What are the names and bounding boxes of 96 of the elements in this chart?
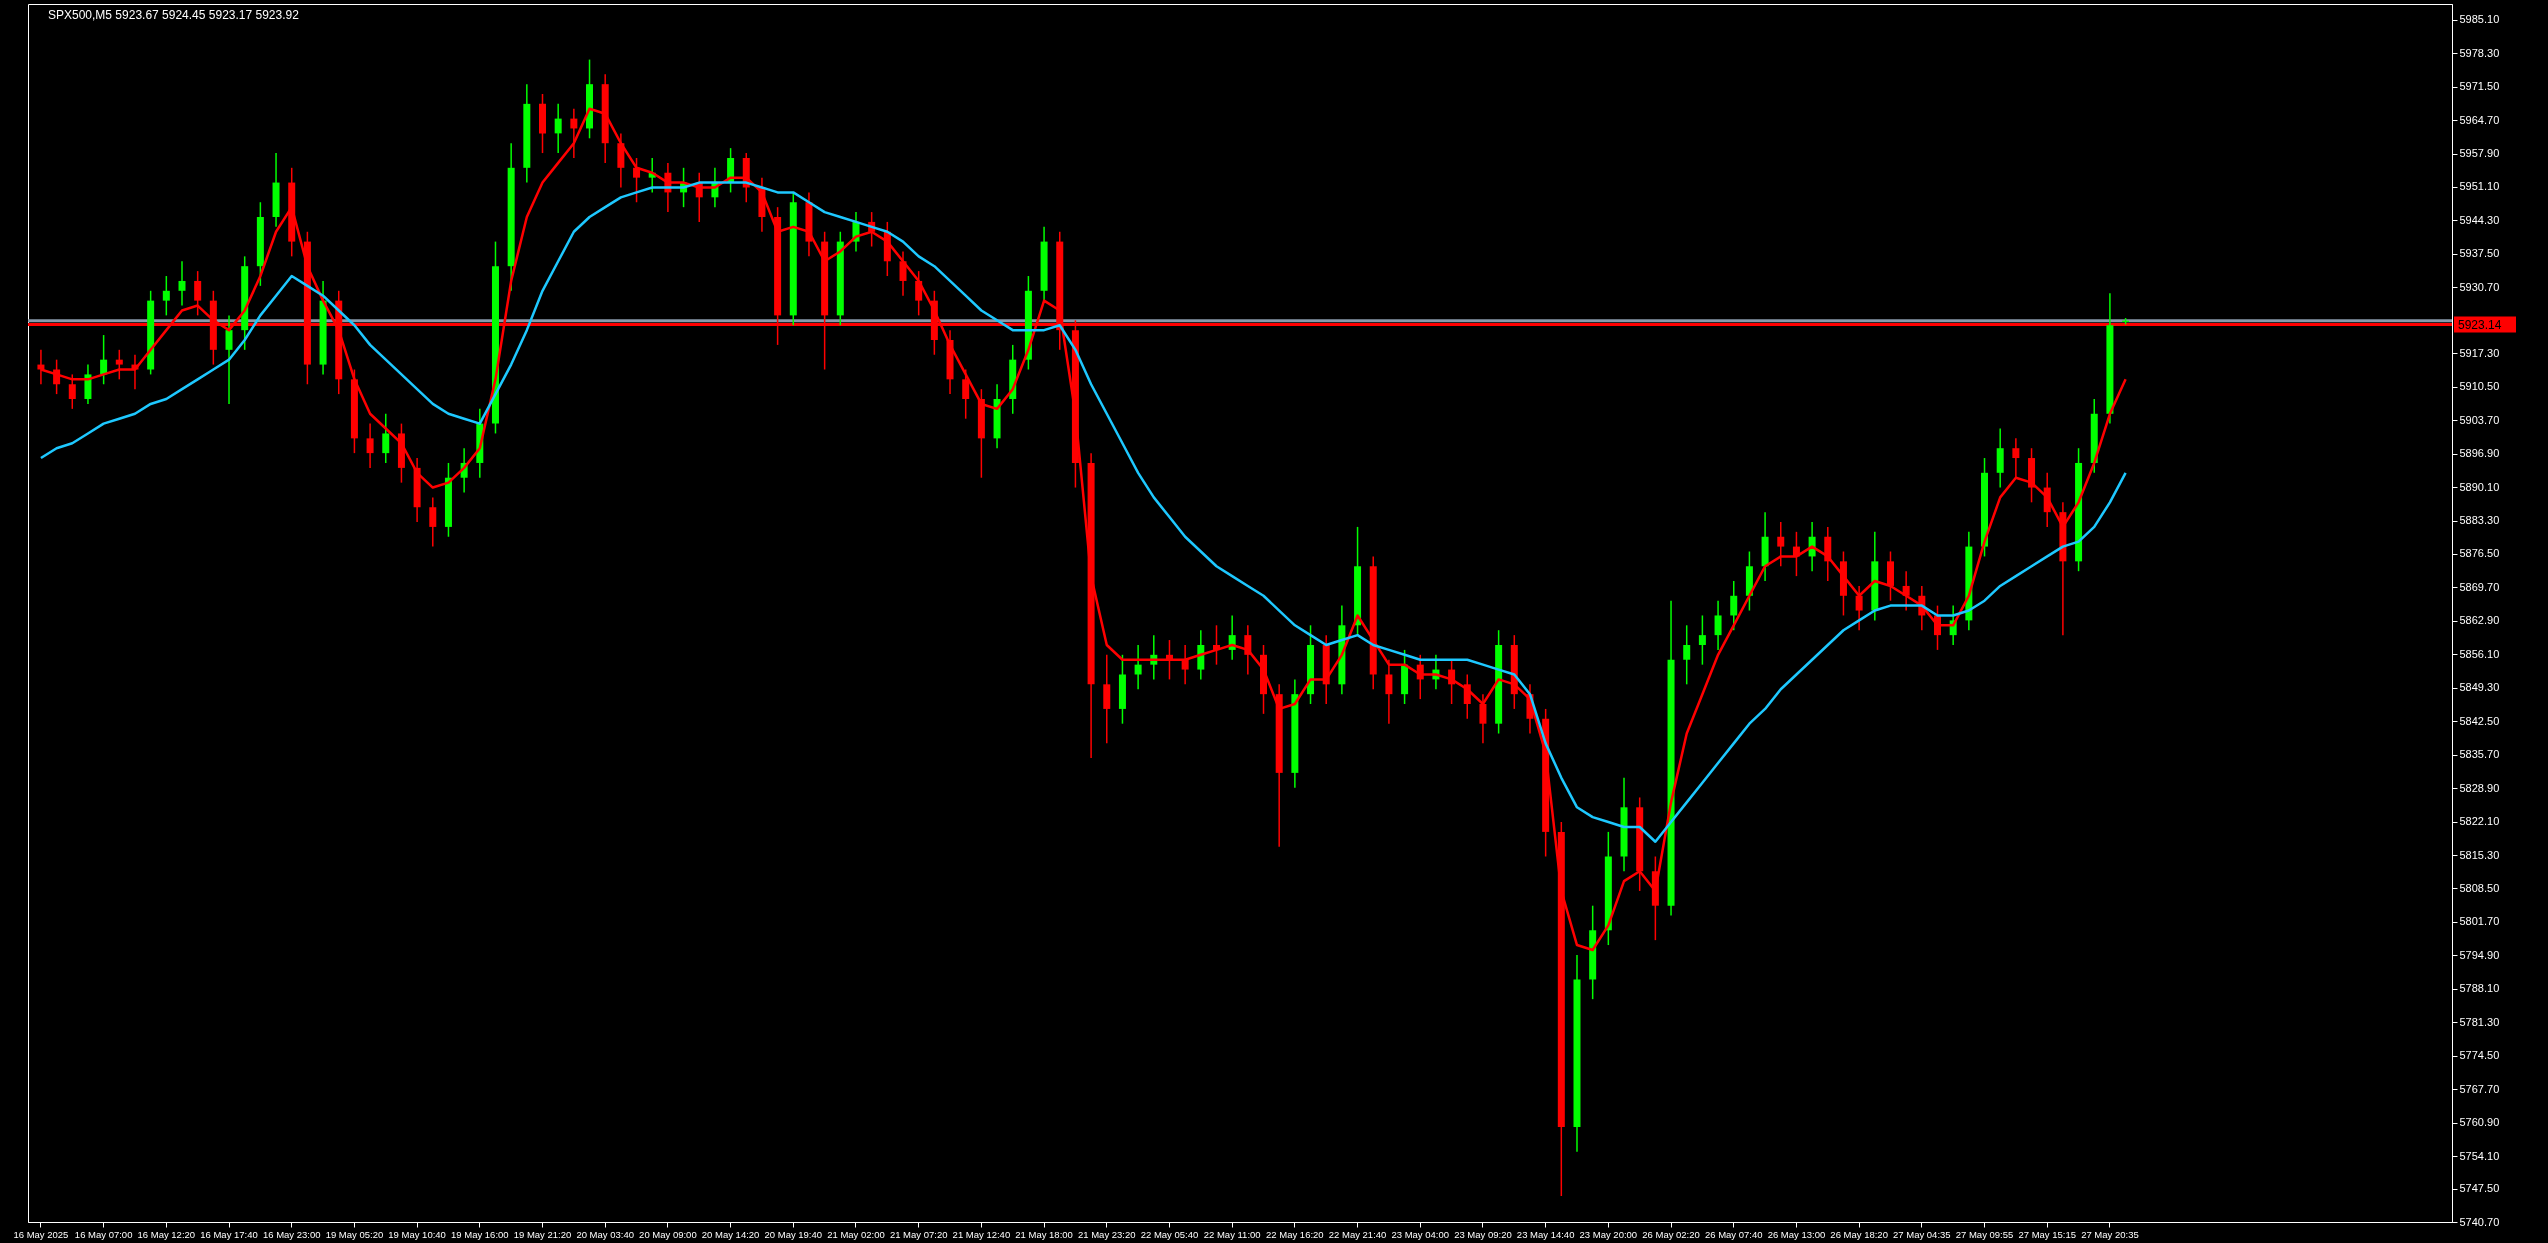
candlestick (1181, 644, 1189, 686)
x-tick-label: 26 May 18:20 (1830, 1228, 1888, 1240)
x-tick-label: 16 May 07:00 (74, 1228, 133, 1240)
y-tick-label: 5896.90 (2459, 447, 2500, 460)
candlestick (68, 373, 76, 410)
y-tick-label: 5978.30 (2459, 46, 2500, 59)
candlestick (2012, 437, 2020, 479)
y-tick-label: 5869.70 (2459, 580, 2500, 593)
y-tick-label: 5801.70 (2459, 915, 2500, 928)
x-tick-label: 22 May 05:40 (1140, 1228, 1199, 1240)
y-tick-label: 5903.70 (2459, 413, 2500, 426)
ref-line-label: 5923.14 (2458, 317, 2502, 332)
y-tick-label: 5883.30 (2459, 514, 2500, 527)
x-tick-label: 27 May 20:35 (2081, 1228, 2139, 1240)
candlestick (429, 496, 437, 548)
x-tick-label: 26 May 07:40 (1704, 1228, 1763, 1240)
x-tick-label: 16 May 17:40 (200, 1228, 258, 1240)
x-tick-label: 16 May 23:00 (262, 1228, 321, 1240)
x-tick-label: 20 May 03:40 (576, 1228, 634, 1240)
y-tick-label: 5917.30 (2459, 346, 2500, 359)
x-tick-label: 27 May 15:15 (2018, 1228, 2077, 1240)
x-tick-label: 27 May 09:55 (1955, 1228, 2014, 1240)
y-tick-label: 5747.50 (2459, 1182, 2500, 1195)
y-tick-label: 5842.50 (2459, 714, 2500, 727)
y-tick-label: 5808.50 (2459, 881, 2500, 894)
y-tick-label: 5828.90 (2459, 781, 2500, 794)
candlestick (162, 275, 170, 317)
candlestick (1777, 521, 1785, 568)
candlestick (915, 270, 923, 317)
candlestick (1134, 644, 1142, 690)
y-tick-label: 5937.50 (2459, 247, 2500, 260)
candlestick (178, 260, 186, 307)
x-tick-label: 22 May 21:40 (1328, 1228, 1387, 1240)
x-tick-label: 23 May 04:00 (1391, 1228, 1450, 1240)
x-tick-label: 23 May 09:20 (1454, 1228, 1512, 1240)
candlestick (382, 413, 390, 464)
candlestick (1855, 585, 1863, 631)
y-tick-label: 5971.50 (2459, 80, 2500, 93)
candlestick (1730, 580, 1738, 631)
x-tick-label: 16 May 2025 (13, 1228, 69, 1240)
y-tick-label: 5964.70 (2459, 113, 2500, 126)
x-tick-label: 19 May 10:40 (388, 1228, 446, 1240)
candlestick (194, 270, 202, 317)
x-tick-label: 16 May 12:20 (137, 1228, 196, 1240)
y-tick-label: 5781.30 (2459, 1015, 2500, 1028)
x-tick-label: 26 May 02:20 (1642, 1228, 1700, 1240)
x-tick-label: 21 May 02:00 (827, 1228, 885, 1240)
x-tick-label: 19 May 21:20 (513, 1228, 572, 1240)
candlestick (1714, 599, 1722, 651)
x-tick-label: 20 May 09:00 (639, 1228, 697, 1240)
y-tick-label: 5930.70 (2459, 280, 2500, 293)
x-tick-label: 22 May 16:20 (1266, 1228, 1324, 1240)
x-tick-label: 20 May 19:40 (764, 1228, 823, 1240)
x-tick-label: 21 May 18:00 (1015, 1228, 1073, 1240)
y-tick-label: 5815.30 (2459, 848, 2500, 861)
x-tick-label: 20 May 14:20 (701, 1228, 760, 1240)
x-tick-label: 21 May 07:20 (889, 1228, 948, 1240)
y-tick-label: 5740.70 (2459, 1215, 2500, 1228)
x-tick-label: 19 May 05:20 (325, 1228, 384, 1240)
candlestick (633, 157, 641, 203)
x-tick-label: 19 May 16:00 (451, 1228, 509, 1240)
candlestick (366, 422, 374, 469)
y-tick-label: 5957.90 (2459, 147, 2500, 160)
y-tick-label: 5835.70 (2459, 748, 2500, 761)
candlestick (225, 314, 233, 405)
y-tick-label: 5849.30 (2459, 681, 2500, 694)
x-tick-label: 23 May 20:00 (1579, 1228, 1638, 1240)
y-tick-label: 5910.50 (2459, 380, 2500, 393)
y-tick-label: 5754.10 (2459, 1149, 2500, 1162)
y-tick-label: 5951.10 (2459, 180, 2500, 193)
x-tick-label: 21 May 23:20 (1077, 1228, 1136, 1240)
candlestick (1479, 693, 1487, 745)
chart-title: SPX500,M5 5923.67 5924.45 5923.17 5923.92 (48, 8, 300, 22)
x-tick-label: 26 May 13:00 (1767, 1228, 1826, 1240)
y-tick-label: 5774.50 (2459, 1049, 2500, 1062)
y-tick-label: 5767.70 (2459, 1082, 2500, 1095)
y-tick-label: 5794.90 (2459, 948, 2500, 961)
y-tick-label: 5760.90 (2459, 1116, 2500, 1129)
x-tick-label: 22 May 11:00 (1203, 1228, 1261, 1240)
y-tick-label: 5862.90 (2459, 614, 2500, 627)
y-tick-label: 5985.10 (2459, 13, 2500, 26)
y-tick-label: 5822.10 (2459, 815, 2500, 828)
candlestick (1683, 624, 1691, 686)
candlestick (554, 103, 562, 154)
y-tick-label: 5856.10 (2459, 647, 2500, 660)
x-tick-label: 27 May 04:35 (1893, 1228, 1951, 1240)
x-tick-label: 21 May 12:40 (952, 1228, 1011, 1240)
y-tick-label: 5944.30 (2459, 213, 2500, 226)
candlestick (962, 368, 970, 420)
y-tick-label: 5890.10 (2459, 480, 2500, 493)
y-tick-label: 5788.10 (2459, 982, 2500, 995)
candlestick (1385, 658, 1393, 725)
candlestick (1698, 614, 1706, 666)
candlestick (115, 349, 123, 381)
x-tick-label: 23 May 14:40 (1516, 1228, 1575, 1240)
y-tick-label: 5876.50 (2459, 547, 2500, 560)
